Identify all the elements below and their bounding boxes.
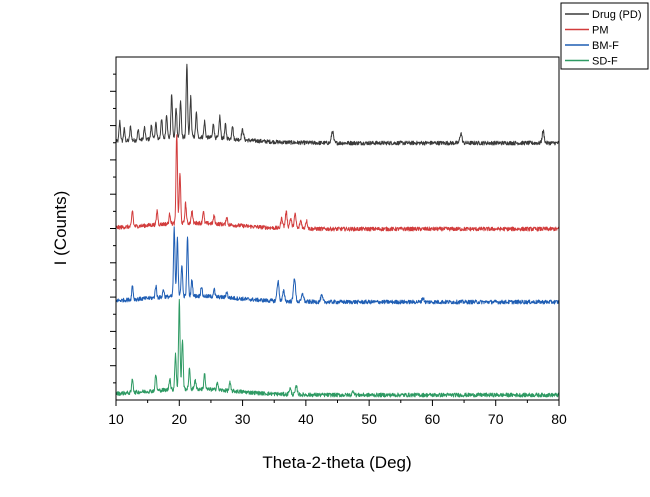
legend-label: BM-F — [592, 40, 619, 52]
legend-label: Drug (PD) — [592, 9, 642, 21]
series-line-0 — [115, 63, 560, 146]
x-tick-label: 10 — [108, 411, 124, 427]
x-tick-label: 20 — [171, 411, 187, 427]
y-axis-title: I (Counts) — [51, 191, 70, 266]
x-tick-label: 70 — [488, 411, 504, 427]
series-line-1 — [115, 134, 560, 232]
legend-label: SD-F — [592, 56, 618, 68]
x-axis-ticks: 10 20 30 40 50 60 70 80 — [108, 400, 567, 427]
legend-label: PM — [592, 25, 609, 37]
y-axis-ticks — [110, 73, 116, 384]
x-axis-title: Theta-2-theta (Deg) — [262, 453, 411, 472]
x-tick-label: 60 — [425, 411, 441, 427]
x-tick-label: 80 — [551, 411, 567, 427]
series-line-3 — [115, 298, 560, 398]
series-layer — [115, 63, 560, 398]
x-tick-label: 30 — [235, 411, 251, 427]
x-tick-label: 50 — [361, 411, 377, 427]
legend: Drug (PD) PM BM-F SD-F — [560, 2, 649, 70]
x-tick-label: 40 — [298, 411, 314, 427]
series-line-2 — [115, 226, 560, 305]
